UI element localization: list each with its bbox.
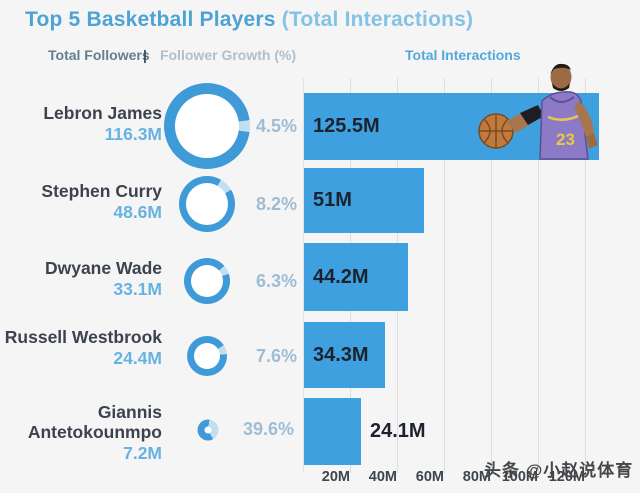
basketball-player-photo: 23 — [478, 63, 598, 160]
bar-value-label: 125.5M — [313, 115, 380, 137]
player-row-giannis: Giannis Antetokounmpo 7.2M — [0, 402, 162, 463]
legend-separator: | — [143, 47, 147, 63]
player-name: Stephen Curry — [41, 181, 162, 201]
x-tick-label: 20M — [321, 469, 350, 485]
player-name: Dwyane Wade — [44, 258, 162, 278]
title-main: Top 5 Basketball Players — [25, 8, 276, 31]
x-tick-label: 60M — [415, 469, 444, 485]
interactions-bar-wade: 44.2M — [304, 243, 408, 311]
player-name: Russell Westbrook — [4, 327, 162, 347]
x-tick-label: 80M — [462, 469, 491, 485]
player-row-curry: Stephen Curry 48.6M — [0, 181, 162, 222]
growth-percent-label: 7.6% — [256, 346, 298, 366]
legend-total-interactions: Total Interactions — [405, 47, 521, 63]
legend-total-followers: Total Followers — [48, 47, 150, 63]
title-parenthetical: (Total Interactions) — [281, 8, 474, 31]
y-axis-line — [303, 78, 304, 473]
legend-follower-growth: Follower Growth (%) — [160, 47, 297, 63]
growth-percent-label: 39.6% — [243, 419, 295, 439]
follower-growth-donut — [197, 419, 219, 441]
growth-percent-label: 4.5% — [256, 116, 298, 136]
svg-text:23: 23 — [556, 130, 575, 149]
growth-percent-label: 8.2% — [256, 194, 298, 214]
player-name: Lebron James — [43, 103, 162, 123]
donut-hole — [204, 426, 212, 434]
x-tick-label: 120M — [548, 469, 585, 485]
x-tick-label: 40M — [368, 469, 397, 485]
interactions-bar-curry: 51M — [304, 168, 424, 233]
bar-value-label: 24.1M — [370, 420, 426, 442]
gridline-100m — [538, 78, 539, 473]
player-followers: 7.2M — [123, 443, 162, 463]
growth-percent-label: 6.3% — [256, 271, 298, 291]
player-name: Giannis Antetokounmpo — [27, 402, 162, 442]
bar-value-label: 44.2M — [313, 265, 369, 288]
gridline-60m — [444, 78, 445, 473]
donut-hole — [175, 94, 239, 158]
donut-hole — [194, 343, 220, 369]
interactions-bar-giannis: 24.1M — [304, 398, 426, 465]
interactions-bar-westbrook: 34.3M — [304, 322, 385, 388]
player-row-wade: Dwyane Wade 33.1M — [0, 258, 162, 299]
gridline-120m — [585, 78, 586, 473]
follower-growth-donut — [184, 258, 230, 304]
player-followers: 48.6M — [113, 202, 162, 222]
player-row-lebron: Lebron James 116.3M — [0, 103, 162, 144]
player-row-westbrook: Russell Westbrook 24.4M — [0, 327, 162, 368]
bar-value-label: 51M — [313, 189, 352, 211]
watermark: 头条 @小赵说体育 — [484, 461, 634, 480]
bar-value-label: 34.3M — [313, 343, 369, 366]
donut-hole — [186, 183, 228, 225]
player-followers: 116.3M — [104, 124, 162, 144]
gridline-80m — [491, 78, 492, 473]
follower-growth-donut — [187, 336, 227, 376]
donut-hole — [191, 265, 223, 297]
player-followers: 24.4M — [113, 348, 162, 368]
follower-growth-donut — [164, 83, 250, 169]
player-followers: 33.1M — [113, 279, 162, 299]
page-title: Top 5 Basketball Players (Total Interact… — [25, 8, 473, 32]
follower-growth-donut — [179, 176, 235, 232]
x-axis: 20M 40M 60M 80M 100M 120M — [303, 469, 633, 489]
x-tick-label: 100M — [501, 469, 538, 485]
